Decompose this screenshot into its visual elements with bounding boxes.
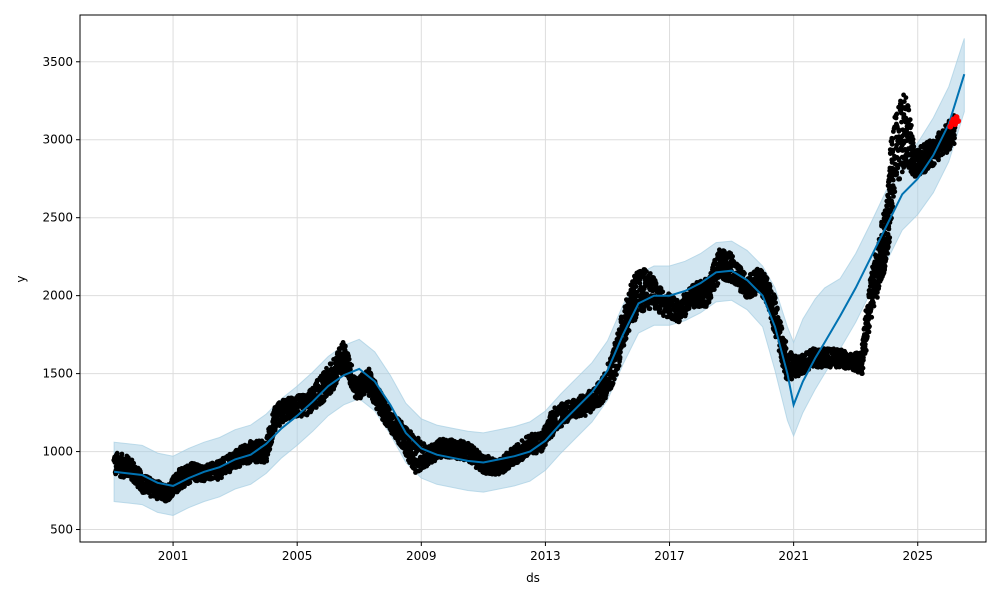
- observed-point: [611, 376, 617, 382]
- observed-point: [773, 300, 778, 306]
- observed-point: [647, 306, 653, 312]
- observed-point: [114, 450, 120, 456]
- observed-point: [778, 319, 783, 325]
- observed-point: [175, 488, 181, 494]
- observed-point: [742, 271, 747, 276]
- observed-point: [772, 295, 778, 301]
- observed-point: [775, 306, 780, 312]
- observed-point: [715, 281, 721, 286]
- observed-point: [783, 339, 789, 344]
- observed-point: [730, 254, 735, 259]
- observed-point: [277, 423, 282, 428]
- observed-point: [708, 292, 714, 298]
- observed-point: [321, 398, 327, 404]
- observed-point: [764, 277, 770, 283]
- observed-point: [181, 484, 187, 489]
- observed-point: [626, 328, 632, 333]
- observed-point: [119, 451, 125, 457]
- observed-point: [779, 326, 785, 331]
- observed-point: [324, 365, 329, 371]
- observed-point: [328, 361, 334, 367]
- observed-point: [349, 362, 355, 368]
- observed-point: [683, 311, 689, 317]
- observed-point: [610, 380, 616, 386]
- observed-point: [313, 405, 319, 410]
- observed-point: [342, 344, 348, 349]
- observed-point: [582, 413, 588, 418]
- observed-point: [264, 458, 270, 464]
- observed-point: [313, 401, 319, 406]
- observed-point: [617, 354, 623, 360]
- observed-point: [267, 446, 273, 452]
- observed-point: [783, 345, 789, 351]
- observed-point: [348, 367, 353, 372]
- observed-point: [618, 349, 623, 355]
- observed-point: [283, 417, 289, 423]
- observed-point: [660, 289, 666, 295]
- observed-point: [186, 479, 192, 484]
- observed-point: [131, 460, 137, 466]
- observed-point: [616, 363, 622, 369]
- observed-point: [633, 284, 639, 289]
- observed-point: [614, 372, 619, 377]
- observed-point: [346, 356, 352, 362]
- observed-point: [309, 406, 315, 412]
